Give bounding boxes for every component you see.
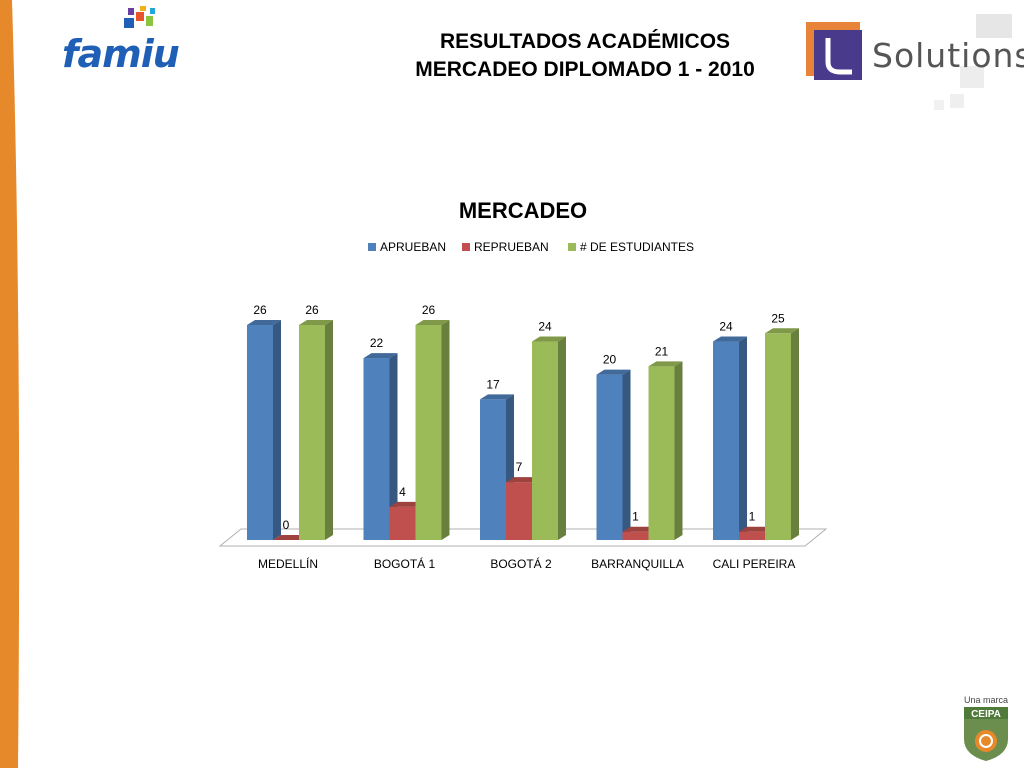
bar-top [389,501,424,507]
legend-swatch [368,243,376,251]
data-label: 7 [516,460,523,474]
famiu-wordmark: famiu [62,32,180,76]
bar-top [299,320,333,325]
bar-side [389,353,398,540]
bar [622,531,649,540]
bar-top [648,361,683,367]
bar-top [532,336,566,342]
category-label: BARRANQUILLA [591,557,684,571]
title-line-2: MERCADEO DIPLOMADO 1 - 2010 [415,58,755,81]
u-solutions-logo: Solutions [800,14,1024,124]
u-solutions-emblem-icon [806,14,1012,110]
data-label: 24 [538,320,552,334]
bar [765,333,791,540]
bar [532,341,558,540]
data-label: 17 [486,377,500,391]
bar [299,325,325,540]
category-label: BOGOTÁ 2 [490,556,552,571]
data-label: 22 [370,336,384,350]
data-label: 0 [283,518,290,532]
ceipa-logo: Una marca CEIPA [955,695,1017,765]
legend-swatch [568,243,576,251]
data-label: 21 [655,344,669,358]
bar [506,482,532,540]
bar-side [739,336,747,540]
bar-top [739,526,773,532]
category-label: MEDELLÍN [258,556,318,571]
bar [596,374,623,540]
chart-title: MERCADEO [459,198,587,223]
bar-top [363,353,398,359]
data-label: 1 [749,510,756,524]
page-title: RESULTADOS ACADÉMICOS MERCADEO DIPLOMADO… [370,28,800,84]
ceipa-wordmark: CEIPA [971,709,1001,720]
bar [389,506,416,540]
bar-top [506,477,540,483]
category-label: BOGOTÁ 1 [374,556,436,571]
ceipa-shield-icon: CEIPA [964,707,1008,761]
bar [415,325,442,540]
bar-top [713,336,747,342]
data-label: 24 [719,320,733,334]
bar-side [325,320,333,540]
bar-top [480,394,514,400]
legend-swatch [462,243,470,251]
legend-label: APRUEBAN [380,240,446,254]
bar-side [622,369,631,540]
bar [648,366,675,540]
bar [363,358,390,540]
data-label: 4 [399,485,406,499]
data-label: 26 [422,303,436,317]
data-label: 26 [305,303,319,317]
famiu-logo: famiu [58,6,180,76]
data-label: 26 [253,303,267,317]
bar [480,399,506,540]
bar-side [674,361,683,540]
legend-label: REPRUEBAN [474,240,549,254]
ceipa-tagline: Una marca [963,695,1008,705]
data-label: 25 [771,311,785,325]
bar [739,531,765,540]
solutions-wordmark: Solutions [872,36,1024,75]
legend-label: # DE ESTUDIANTES [580,240,694,254]
title-line-1: RESULTADOS ACADÉMICOS [439,30,731,53]
bar-side [441,320,450,540]
bar-top [765,328,799,334]
bar-side [558,336,566,540]
famiu-blocks-icon [124,6,155,28]
data-label: 1 [632,510,639,524]
bar [247,325,273,540]
bar-top [622,526,657,532]
orange-side-stripe [0,0,20,768]
bar [713,341,739,540]
bar-top [596,369,631,375]
bar-top [247,320,281,325]
bar-side [791,328,799,540]
bar-top [273,535,307,540]
category-label: CALI PEREIRA [713,557,796,571]
bar-side [273,320,281,540]
bar-top [415,320,450,325]
data-label: 20 [603,353,617,367]
